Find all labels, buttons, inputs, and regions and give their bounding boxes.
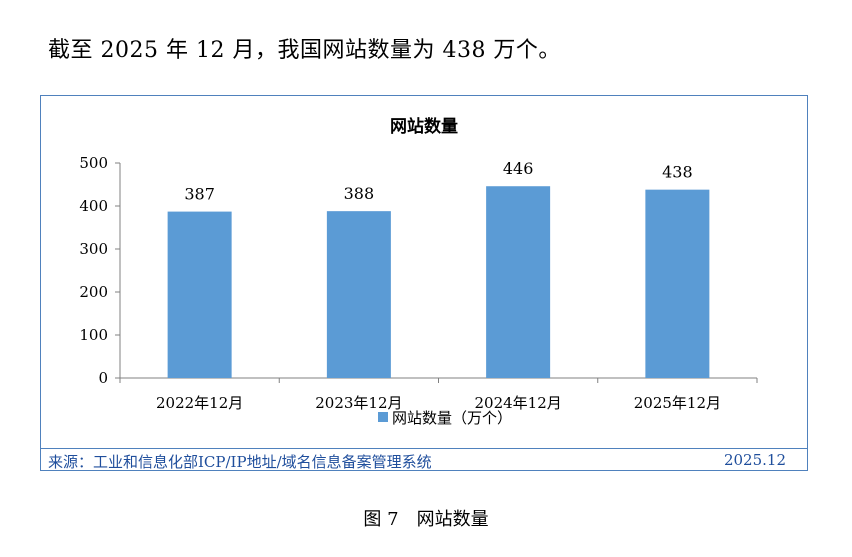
data-label: 387 [184, 185, 215, 204]
y-tick-label: 0 [98, 369, 108, 387]
x-tick-label: 2024年12月 [474, 394, 561, 412]
legend-label: 网站数量（万个） [392, 409, 512, 427]
figure-caption: 图 7 网站数量 [363, 509, 489, 530]
y-tick-label: 100 [79, 326, 108, 344]
bar [167, 211, 232, 378]
legend-swatch [378, 412, 388, 422]
chart-frame [40, 95, 808, 471]
source-label: 来源：工业和信息化部ICP/IP地址/域名信息备案管理系统 [48, 453, 432, 471]
y-tick-label: 400 [79, 197, 108, 215]
y-tick-label: 200 [79, 283, 108, 301]
bar [645, 189, 710, 378]
source-bar: 来源：工业和信息化部ICP/IP地址/域名信息备案管理系统 2025.12 [40, 448, 808, 471]
y-tick-label: 300 [79, 240, 108, 258]
source-date: 2025.12 [723, 451, 786, 469]
data-label: 438 [662, 163, 693, 182]
intro-text: 截至 2025 年 12 月，我国网站数量为 438 万个。 [48, 38, 561, 63]
data-label: 446 [503, 159, 534, 178]
y-tick-label: 500 [79, 154, 108, 172]
bar [326, 211, 391, 378]
x-tick-label: 2025年12月 [634, 394, 721, 412]
x-tick-label: 2023年12月 [315, 394, 402, 412]
data-label: 388 [344, 184, 375, 203]
bar [486, 186, 551, 378]
x-tick-label: 2022年12月 [156, 394, 243, 412]
chart-title: 网站数量 [390, 116, 458, 137]
